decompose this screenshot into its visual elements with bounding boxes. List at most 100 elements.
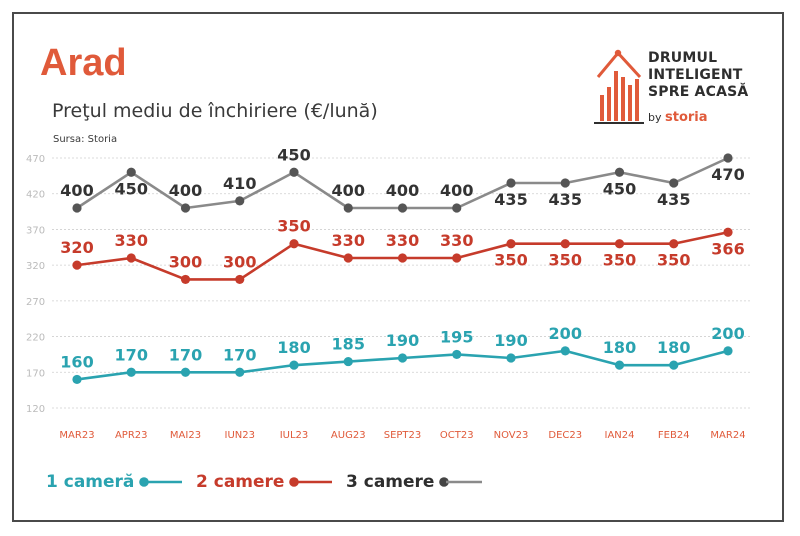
data-label: 190 bbox=[386, 331, 419, 350]
chart-frame bbox=[12, 12, 784, 522]
data-label: 180 bbox=[657, 338, 690, 357]
data-point bbox=[397, 353, 408, 363]
data-point bbox=[235, 274, 245, 285]
x-tick-label: IUN23 bbox=[225, 430, 255, 441]
data-point bbox=[560, 346, 570, 356]
logo-line-3: SPRE ACASĂ bbox=[648, 84, 749, 100]
data-point bbox=[180, 367, 191, 377]
x-tick-label: FEB24 bbox=[658, 430, 690, 441]
data-point bbox=[614, 360, 625, 370]
x-tick-label: NOV23 bbox=[494, 430, 529, 441]
data-label: 170 bbox=[223, 345, 256, 364]
data-point bbox=[560, 178, 570, 188]
data-label: 400 bbox=[332, 181, 365, 200]
logo-line-2: INTELIGENT bbox=[648, 67, 743, 83]
data-label: 366 bbox=[711, 239, 744, 258]
data-label: 200 bbox=[549, 324, 582, 343]
data-point bbox=[669, 360, 679, 370]
data-label: 350 bbox=[603, 251, 636, 270]
legend-label: 3 camere bbox=[346, 472, 434, 492]
data-label: 350 bbox=[549, 251, 582, 270]
data-point bbox=[72, 374, 82, 385]
data-point bbox=[452, 349, 462, 360]
data-label: 300 bbox=[169, 252, 202, 271]
data-label: 320 bbox=[60, 238, 93, 257]
data-label: 410 bbox=[223, 174, 256, 193]
data-label: 400 bbox=[169, 181, 202, 200]
x-tick-label: DEC23 bbox=[548, 430, 582, 441]
data-label: 435 bbox=[657, 190, 690, 209]
data-point bbox=[72, 260, 82, 270]
data-point bbox=[669, 239, 679, 249]
data-point bbox=[235, 196, 245, 206]
chart-source: Sursa: Storia bbox=[53, 134, 118, 145]
data-label: 450 bbox=[115, 179, 148, 198]
data-point bbox=[289, 360, 299, 370]
data-point bbox=[126, 167, 136, 177]
data-label: 470 bbox=[711, 165, 744, 184]
data-label: 180 bbox=[603, 338, 636, 357]
x-tick-label: MAR24 bbox=[710, 430, 745, 441]
logo-byline: by storia bbox=[648, 110, 708, 125]
data-point bbox=[126, 367, 136, 377]
y-tick-label: 270 bbox=[26, 297, 45, 308]
data-point bbox=[506, 178, 516, 188]
data-label: 170 bbox=[115, 345, 148, 364]
data-label: 160 bbox=[60, 352, 93, 371]
data-label: 330 bbox=[332, 231, 365, 250]
y-tick-label: 120 bbox=[26, 404, 45, 415]
data-label: 435 bbox=[494, 190, 527, 209]
data-label: 300 bbox=[223, 252, 256, 271]
x-tick-label: SEPT23 bbox=[384, 430, 422, 441]
data-label: 185 bbox=[332, 335, 365, 354]
legend-marker bbox=[439, 477, 449, 487]
data-point bbox=[180, 203, 191, 213]
logo-brand: storia bbox=[665, 110, 708, 125]
data-point bbox=[560, 239, 570, 249]
data-label: 350 bbox=[277, 217, 310, 236]
data-point bbox=[723, 153, 733, 163]
logo-text: DRUMUL INTELIGENT SPRE ACASĂ bbox=[648, 50, 748, 101]
data-point bbox=[180, 274, 191, 285]
data-label: 190 bbox=[494, 331, 527, 350]
data-label: 400 bbox=[440, 181, 473, 200]
data-point bbox=[289, 239, 299, 249]
x-tick-label: IUL23 bbox=[280, 430, 309, 441]
data-point bbox=[669, 178, 679, 188]
x-tick-label: MAR23 bbox=[59, 430, 94, 441]
chart-subtitle: Preţul mediu de închiriere (€/lună) bbox=[52, 100, 378, 122]
data-label: 195 bbox=[440, 327, 473, 346]
logo-by: by bbox=[648, 111, 662, 124]
data-label: 435 bbox=[549, 190, 582, 209]
data-label: 350 bbox=[494, 251, 527, 270]
data-point bbox=[397, 203, 408, 213]
y-tick-label: 320 bbox=[26, 261, 45, 272]
data-point bbox=[343, 253, 353, 263]
legend-marker bbox=[289, 477, 299, 487]
data-label: 400 bbox=[386, 181, 419, 200]
data-point bbox=[723, 227, 733, 237]
data-label: 170 bbox=[169, 345, 202, 364]
data-point bbox=[343, 356, 353, 367]
x-tick-label: IAN24 bbox=[605, 430, 635, 441]
y-tick-label: 170 bbox=[26, 368, 45, 379]
data-label: 200 bbox=[711, 324, 744, 343]
data-point bbox=[614, 239, 625, 249]
data-label: 330 bbox=[440, 231, 473, 250]
data-point bbox=[452, 203, 462, 213]
data-point bbox=[452, 253, 462, 263]
data-point bbox=[614, 167, 625, 177]
data-label: 180 bbox=[277, 338, 310, 357]
logo-line-1: DRUMUL bbox=[648, 50, 718, 66]
data-point bbox=[235, 367, 245, 377]
data-point bbox=[723, 346, 733, 356]
x-tick-label: OCT23 bbox=[440, 430, 474, 441]
data-label: 330 bbox=[386, 231, 419, 250]
data-point bbox=[506, 239, 516, 249]
house-bar-chart-icon bbox=[594, 49, 644, 124]
legend-label: 1 cameră bbox=[46, 472, 134, 492]
data-point bbox=[72, 203, 82, 213]
x-tick-label: MAI23 bbox=[170, 430, 201, 441]
data-label: 350 bbox=[657, 251, 690, 270]
